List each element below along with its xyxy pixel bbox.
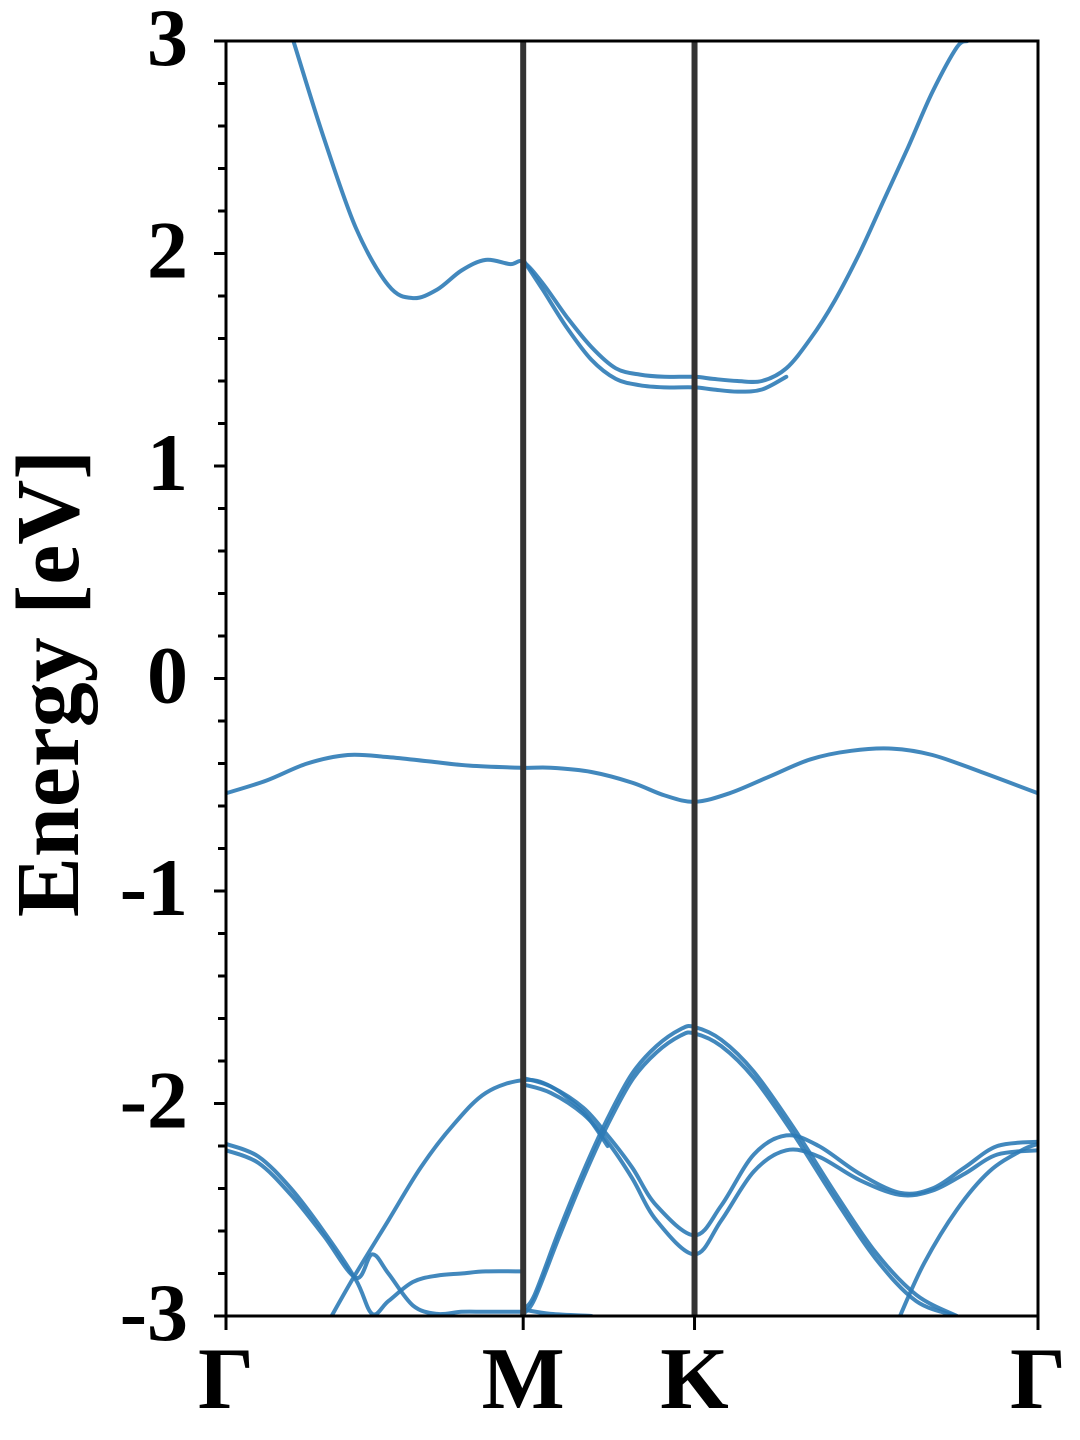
y-tick-label: -2 [120,1055,188,1146]
x-tick-label: Γ [198,1331,254,1428]
high-symmetry-lines [520,41,698,1316]
y-axis-ticks: 3 2 1 0 -1 -2 -3 [120,0,226,1358]
x-tick-label: M [482,1331,565,1428]
band-line-4 [226,1141,526,1316]
y-axis-label: Energy [eV] [0,450,98,917]
x-tick-label: Γ [1010,1331,1066,1428]
y-tick-label: 2 [147,205,188,296]
plot-frame [224,39,1040,1318]
band-line-7 [521,1076,1038,1238]
x-tick-label: K [660,1331,728,1428]
y-tick-label: 1 [147,417,188,508]
band-line-9 [521,1024,959,1316]
y-tick-label: 0 [147,630,188,721]
band-lines [226,41,1038,1316]
band-line-5 [226,1148,526,1316]
band-line-1 [291,41,970,385]
band-line-10 [521,1030,959,1316]
y-tick-label: -1 [120,842,188,933]
y-tick-label: -3 [120,1267,188,1358]
band-line-3 [226,746,1038,804]
band-line-11 [898,1141,1038,1316]
band-line-6 [329,1077,610,1316]
band-line-2 [521,257,789,394]
y-tick-label: 3 [147,0,188,83]
